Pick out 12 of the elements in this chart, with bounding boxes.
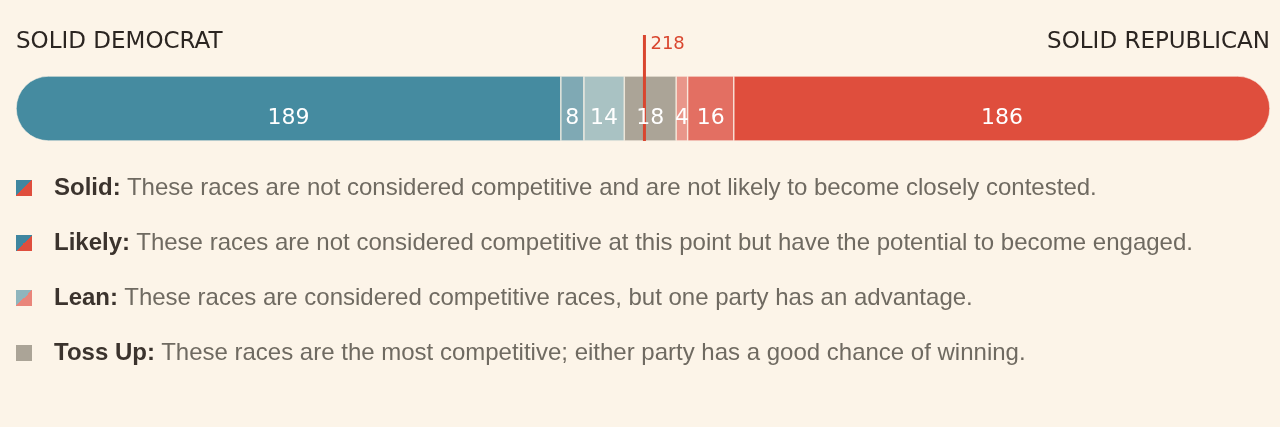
data-label: 16 [696, 104, 725, 129]
data-label: 186 [980, 104, 1023, 129]
ref-line-label: 218 [650, 31, 685, 53]
data-label: 189 [267, 104, 310, 129]
text: SOLID REPUBLICAN [1047, 27, 1270, 53]
text: Toss Up: These races are the most competitive; either party has a good chance of winning. [53, 337, 1027, 367]
data-label: 14 [590, 104, 619, 129]
text: Lean: These races are considered competitive races, but one party has an advantage. [53, 282, 974, 312]
data-label: 8 [565, 104, 580, 129]
text: SOLID DEMOCRAT [16, 27, 223, 53]
text: Likely: These races are not considered competitive at this point but have the potential to become engaged. [53, 227, 1194, 257]
text: Solid: These races are not considered competitive and are not likely to become closely contested. [53, 172, 1098, 202]
